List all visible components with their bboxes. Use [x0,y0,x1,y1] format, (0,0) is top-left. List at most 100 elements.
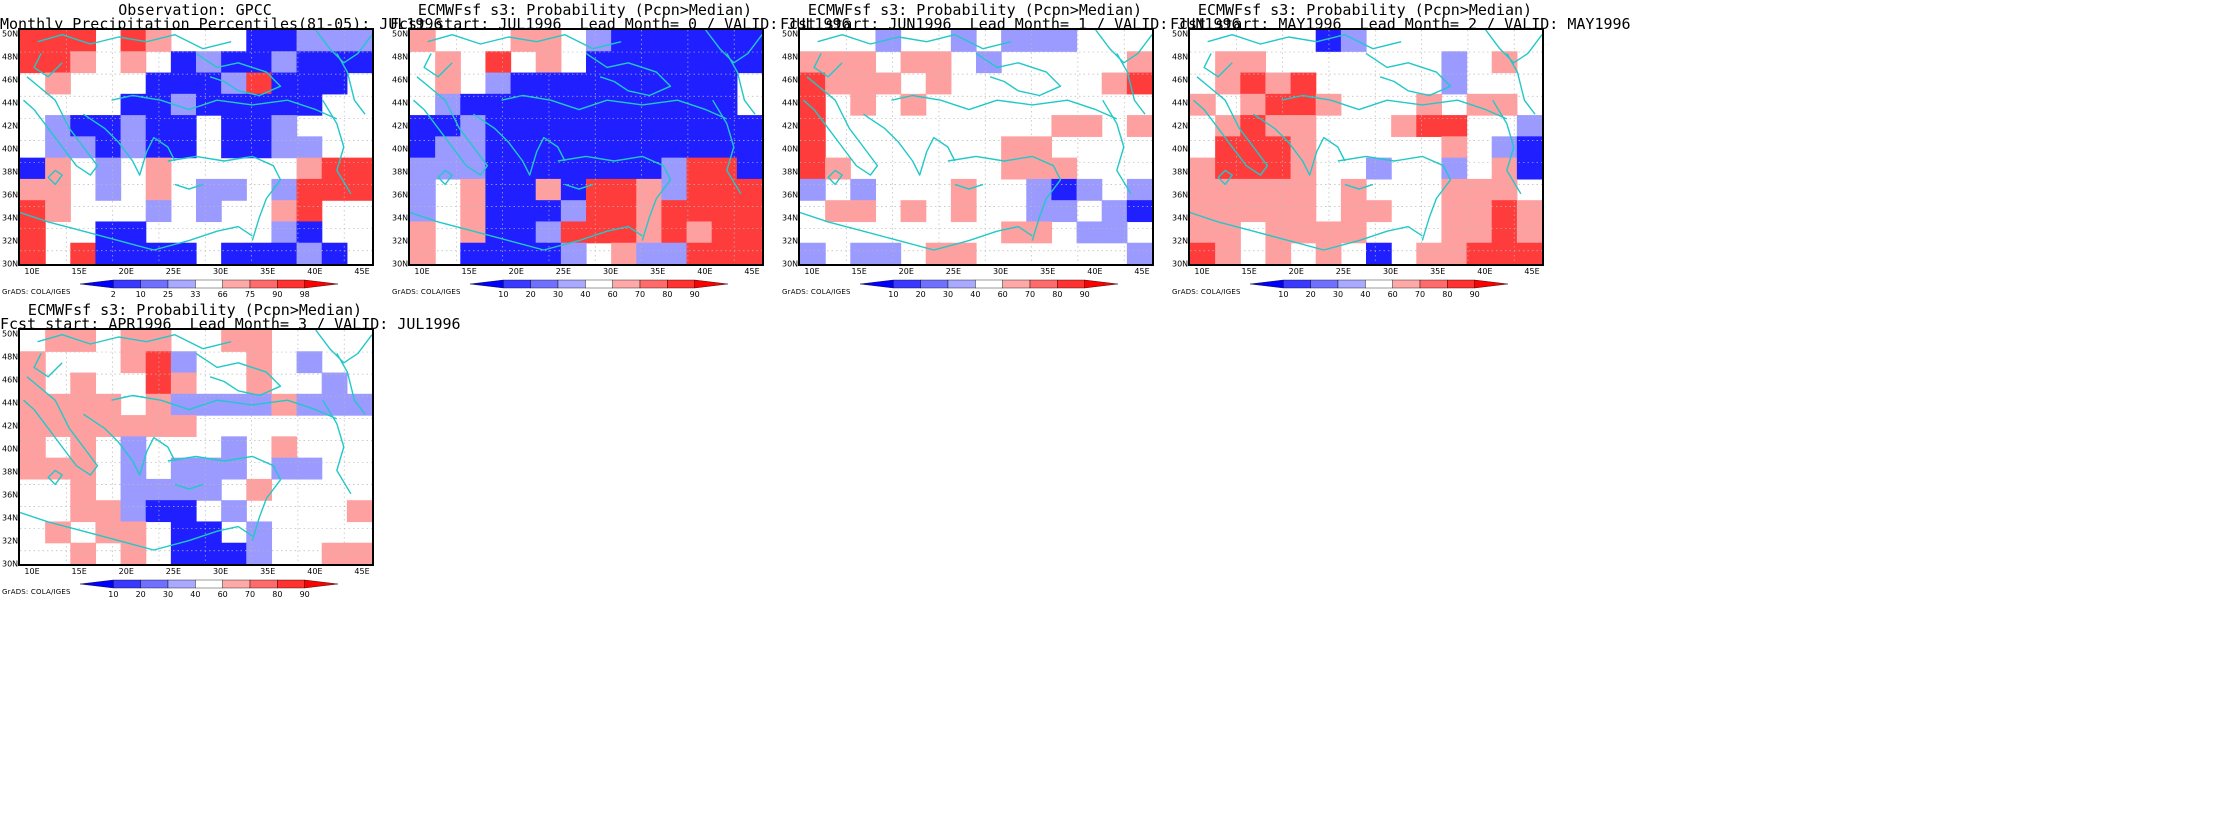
map-cell [900,200,927,223]
map-cell [120,330,147,352]
lat-label: 34N [392,213,409,223]
map-cell [246,136,273,159]
map-cell [1240,178,1267,201]
map-cell [1366,157,1392,180]
lat-label: 50N [2,329,19,339]
map-area [798,28,1154,266]
map-cell [736,136,762,159]
map-cell [1051,115,1078,137]
map-cell [636,221,663,244]
map-cell [800,242,826,264]
lat-label: 48N [2,52,19,62]
map-cell [1441,200,1468,223]
map-cell [1240,93,1267,116]
map-cell [410,200,436,223]
lon-label: 15E [71,267,87,276]
lat-label: 50N [782,29,799,39]
map-cell [95,393,122,416]
lon-label: 40E [1477,267,1493,276]
map-cell [321,157,348,180]
map-cell [1265,200,1292,223]
lat-label: 34N [1172,213,1189,223]
map-cell [296,30,323,52]
panel-title: ECMWFsf s3: Probability (Pcpn>Median) [27,301,363,319]
map-cell [1126,115,1152,137]
map-cell [1491,200,1518,223]
map-cell [296,221,323,244]
lon-label: 10E [24,267,40,276]
map-cell [736,242,762,264]
map-cell [170,478,197,501]
map-cell [221,51,247,74]
map-cell [686,136,713,159]
colorbar-label: 25 [162,290,174,299]
map-cell [611,221,637,244]
map-cell [20,351,46,374]
map-cell [95,157,122,180]
map-cell [170,136,197,159]
map-cell [510,136,537,159]
map-cell [510,178,537,201]
map-cell [271,30,298,52]
map-cell [196,393,222,416]
map-cell [1466,200,1493,223]
map-cell [560,136,587,159]
colorbar-label: 98 [299,290,310,299]
colorbar-label: 30 [552,290,564,299]
map-cell [271,136,298,159]
map-cell [560,178,587,201]
map-cell [1441,51,1468,74]
colorbar-label: 70 [244,590,256,599]
map-cell [1441,178,1468,201]
map-cell [1076,115,1103,137]
lat-label: 50N [1172,29,1189,39]
map-cell [196,521,222,544]
credit-text: GrADS: COLA/IGES [782,288,851,296]
map-cell [1101,72,1128,95]
lat-label: 38N [2,467,19,477]
map-cell [45,521,71,544]
colorbar: 2 10 25 33 66 75 90 98 [79,279,346,306]
map-cell [485,178,512,201]
map-cell [120,242,147,264]
map-cell [170,72,197,95]
lon-label: 30E [212,267,229,276]
map-cell [586,30,612,52]
map-cell [321,72,348,95]
colorbar-label: 90 [1079,290,1090,299]
map-cell [1101,221,1128,244]
map-cell [221,115,247,137]
lat-label: 40N [2,444,19,454]
lat-label: 46N [2,75,19,85]
map-cell [145,500,172,523]
map-cell [825,51,851,74]
map-cell [20,178,46,201]
colorbar-label: 60 [997,290,1008,299]
map-cell [485,200,512,223]
map-cell [45,136,71,159]
colorbar-label: 2 [110,290,116,299]
lat-label: 30N [1172,259,1189,269]
map-cell [170,93,197,116]
map-cell [296,200,323,223]
map-cell [1516,115,1542,137]
map-cell [1315,93,1342,116]
map-cell [1340,221,1367,244]
map-cell [1126,72,1152,95]
colorbar: 10 20 30 40 60 70 80 90 [79,579,346,606]
map-cell [485,93,512,116]
panel-title: ECMWFsf s3: Probability (Pcpn>Median) [417,1,753,19]
map-cell [1215,115,1241,137]
map-cell [1026,221,1053,244]
map-cell [170,115,197,137]
map-cell [145,93,172,116]
map-cell [1126,178,1152,201]
map-cell [611,93,637,116]
map-cell [460,200,487,223]
map-cell [661,136,688,159]
map-cell [586,178,612,201]
map-cell [120,500,147,523]
map-cell [246,393,273,416]
map-cell [45,72,71,95]
map-cell [686,51,713,74]
